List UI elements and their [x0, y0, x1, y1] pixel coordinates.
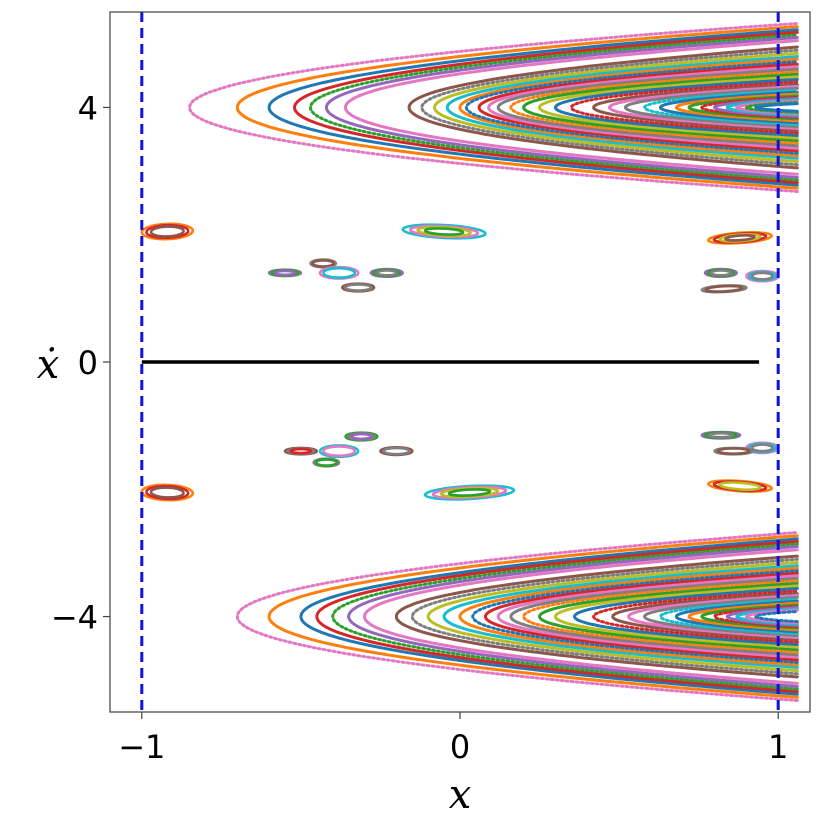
trajectory-curve — [299, 537, 799, 696]
island-orbit — [273, 269, 297, 277]
trajectory-curve — [292, 30, 799, 184]
axes: −1 0 1 −4 0 4 — [51, 89, 789, 766]
trajectory-curve — [487, 65, 799, 150]
reference-lines — [140, 12, 780, 712]
trajectory-curve — [611, 592, 799, 641]
data-layer — [140, 22, 799, 702]
trajectory-curve — [553, 78, 799, 137]
trajectory-curve — [642, 88, 799, 127]
island-orbit — [375, 269, 399, 277]
island-orbit — [724, 234, 756, 242]
y-tick-label: 4 — [78, 89, 98, 127]
trajectory-curve — [324, 36, 799, 179]
trajectory-curve — [394, 554, 799, 679]
trajectory-curve — [362, 548, 799, 685]
trajectory-curve — [627, 594, 799, 639]
island-orbit — [343, 283, 373, 292]
trajectory-curve — [477, 62, 799, 153]
trajectory-curve — [343, 39, 799, 176]
x-tick-label: −1 — [118, 728, 165, 766]
trajectory-curve — [496, 574, 799, 659]
trajectory-curve — [592, 83, 799, 132]
trajectory-curve — [267, 534, 799, 699]
trajectory-curve — [754, 102, 799, 113]
island-orbit — [149, 486, 185, 499]
trajectory-curve — [187, 22, 799, 193]
island-orbit — [145, 223, 190, 240]
y-tick-label: 0 — [78, 344, 98, 382]
island-orbit — [314, 458, 339, 467]
trajectory-curve — [410, 557, 799, 676]
island-orbit — [704, 284, 744, 293]
trajectory-curve — [659, 597, 799, 636]
trajectory-curve — [509, 576, 799, 657]
island-orbit — [750, 271, 774, 281]
island-orbit — [322, 445, 357, 458]
trajectory-curve — [642, 596, 799, 638]
trajectory-curve — [331, 542, 799, 691]
trajectory-curve — [624, 86, 799, 128]
trajectory-curve — [458, 57, 799, 158]
trajectory-curve — [347, 545, 799, 688]
island-orbit — [447, 488, 492, 497]
island-orbit — [707, 431, 735, 439]
trajectory-curve — [712, 604, 799, 629]
trajectory-curve — [407, 45, 799, 170]
trajectory-curve — [496, 67, 799, 148]
trajectory-curve — [432, 51, 799, 163]
trajectory-curve — [522, 72, 799, 142]
island-orbit — [140, 483, 195, 502]
trajectory-curve — [687, 601, 799, 632]
island-orbit — [149, 225, 185, 238]
island-orbit — [716, 447, 751, 455]
island-orbit — [311, 258, 335, 268]
island-orbit — [289, 447, 313, 455]
island-orbit — [718, 481, 762, 491]
trajectory-curve — [420, 48, 799, 167]
trajectory-curve — [674, 92, 799, 123]
island-orbit — [709, 269, 733, 277]
trajectory-curve — [553, 584, 799, 649]
trajectory-band-0 — [187, 22, 799, 193]
trajectory-curve — [471, 569, 799, 664]
trajectory-curve — [442, 564, 799, 669]
island-orbit — [750, 443, 774, 453]
trajectory-curve — [569, 80, 799, 135]
trajectory-curve — [464, 60, 799, 155]
trajectory-curve — [458, 566, 799, 667]
trajectory-curve — [674, 599, 799, 634]
y-axis-label: ẋ — [37, 342, 60, 388]
trajectory-curve — [235, 531, 799, 702]
trajectory-curve — [607, 85, 799, 130]
trajectory-curve — [537, 75, 799, 140]
trajectory-curve — [522, 579, 799, 654]
trajectory-curve — [267, 28, 799, 187]
trajectory-curve — [659, 90, 799, 125]
island-orbit — [349, 432, 373, 441]
trajectory-curve — [754, 610, 799, 624]
island-orbit — [382, 446, 411, 456]
trajectory-curve — [445, 55, 799, 160]
trajectory-curve — [483, 571, 799, 662]
trajectory-curve — [509, 70, 799, 145]
trajectory-curve — [572, 587, 799, 646]
island-orbit — [322, 266, 357, 279]
x-axis-label: x — [449, 772, 472, 818]
island-orbit — [423, 227, 465, 236]
trajectory-curve — [426, 561, 799, 673]
trajectory-curve — [308, 33, 799, 182]
trajectory-band-1 — [235, 531, 799, 702]
y-tick-label: −4 — [51, 599, 98, 637]
trajectory-curve — [537, 582, 799, 652]
x-tick-label: 1 — [768, 728, 788, 766]
trajectory-curve — [235, 25, 799, 190]
trajectory-curve — [592, 589, 799, 644]
island-orbit — [145, 484, 190, 501]
x-tick-label: 0 — [450, 728, 470, 766]
resonance-islands — [140, 222, 780, 502]
trajectory-curve — [315, 540, 799, 694]
